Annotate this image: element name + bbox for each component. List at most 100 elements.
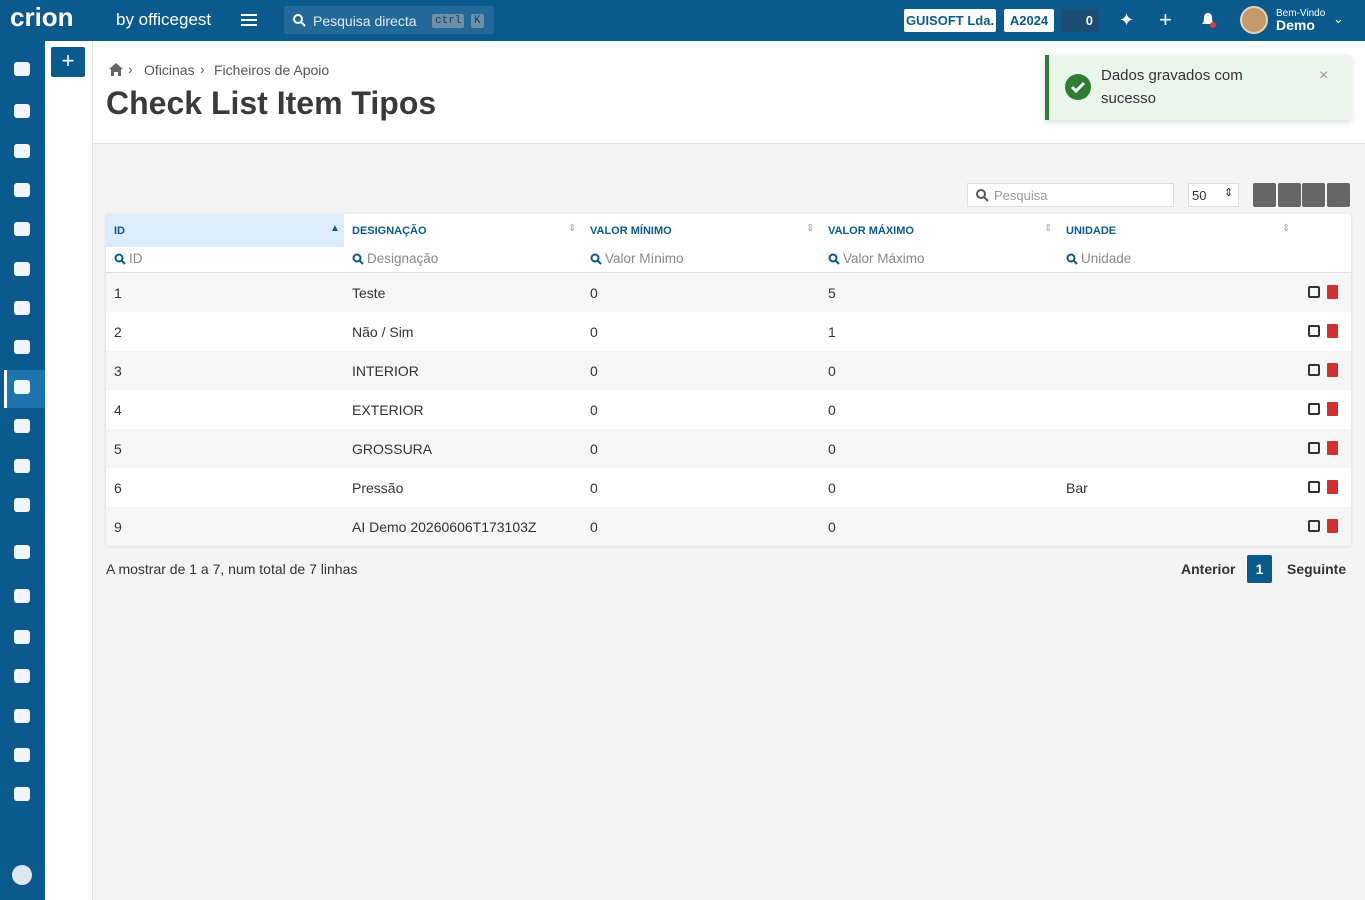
page-size[interactable]: 50 ⇕ — [1188, 183, 1239, 207]
delete-button[interactable] — [1327, 285, 1338, 299]
table-cell: 3 — [114, 363, 122, 379]
ai-button[interactable]: ✦ — [1119, 10, 1135, 30]
avatar[interactable] — [1240, 6, 1268, 34]
search-icon — [352, 253, 364, 265]
table-cell: 0 — [828, 519, 836, 535]
nav-icon[interactable] — [14, 459, 30, 473]
filter-placeholder: Designação — [367, 251, 439, 266]
sort-icon[interactable]: ⇕ — [568, 223, 577, 234]
tasks[interactable]: 0 — [1061, 9, 1099, 32]
delete-button[interactable] — [1327, 402, 1338, 416]
column-filter[interactable]: Valor Máximo — [828, 250, 1048, 270]
sorted-header — [106, 214, 344, 247]
breadcrumb[interactable]: Oficinas — [144, 62, 195, 78]
user-name[interactable]: Demo — [1276, 17, 1315, 33]
nav-icon[interactable] — [14, 262, 30, 276]
column-header[interactable]: VALOR MÁXIMO — [828, 225, 914, 237]
table-cell: 6 — [114, 480, 122, 496]
top-bar: crion by officegest Pesquisa directa ctr… — [0, 0, 1365, 41]
table-search[interactable]: Pesquisa — [967, 183, 1174, 207]
nav-icon[interactable] — [14, 104, 30, 118]
nav-icon[interactable] — [14, 709, 30, 723]
edit-button[interactable] — [1308, 481, 1320, 493]
column-header[interactable]: UNIDADE — [1066, 225, 1117, 237]
home-icon[interactable] — [109, 63, 123, 76]
sort-icon[interactable]: ▲ — [330, 223, 340, 234]
prev-page[interactable]: Anterior — [1181, 561, 1236, 577]
edit-button[interactable] — [1308, 364, 1320, 376]
nav-icon[interactable] — [14, 498, 30, 512]
edit-button[interactable] — [1308, 442, 1320, 454]
delete-button[interactable] — [1327, 480, 1338, 494]
nav-icon[interactable] — [14, 589, 30, 603]
table-row: 5 GROSSURA 0 0 — [106, 429, 1351, 468]
nav-icon[interactable] — [14, 787, 30, 801]
notifications[interactable] — [1200, 12, 1216, 28]
filter-placeholder: Valor Mínimo — [605, 251, 684, 266]
table-cell: 1 — [114, 285, 122, 301]
logo-sub: by officegest — [116, 10, 212, 29]
pdf-button[interactable] — [1302, 183, 1325, 207]
nav-icon[interactable] — [14, 301, 30, 315]
nav-icon[interactable] — [14, 419, 30, 433]
table-cell: 0 — [590, 285, 598, 301]
table-cell: 2 — [114, 324, 122, 340]
add-button[interactable]: + — [1159, 7, 1172, 32]
filter-placeholder: ID — [129, 251, 143, 266]
delete-button[interactable] — [1327, 519, 1338, 533]
column-filter[interactable]: Unidade — [1066, 250, 1286, 270]
delete-button[interactable] — [1327, 324, 1338, 338]
user-menu[interactable]: ⌄ — [1333, 11, 1344, 26]
table-cell: 0 — [828, 363, 836, 379]
edit-button[interactable] — [1308, 403, 1320, 415]
global-search[interactable]: Pesquisa directa ctrl K — [284, 6, 494, 34]
year[interactable]: A2024 — [1004, 9, 1054, 32]
excel-button[interactable] — [1278, 183, 1301, 207]
column-filter[interactable]: Designação — [352, 250, 572, 270]
delete-button[interactable] — [1327, 363, 1338, 377]
nav-icon[interactable] — [14, 183, 30, 197]
sort-icon[interactable]: ⇕ — [806, 223, 815, 234]
delete-button[interactable] — [1327, 441, 1338, 455]
nav-icon[interactable] — [14, 340, 30, 354]
new-button[interactable]: + — [51, 47, 85, 77]
nav-icon[interactable] — [14, 222, 30, 236]
table-row: 3 INTERIOR 0 0 — [106, 351, 1351, 390]
breadcrumb[interactable]: Ficheiros de Apoio — [214, 62, 330, 78]
column-filter[interactable]: ID — [114, 250, 334, 270]
company[interactable]: GUISOFT Lda. — [904, 9, 996, 32]
column-header[interactable]: VALOR MÍNIMO — [590, 225, 672, 237]
copy-button[interactable] — [1253, 183, 1276, 207]
menu-toggle[interactable] — [241, 13, 257, 27]
edit-button[interactable] — [1308, 325, 1320, 337]
toast-close[interactable]: × — [1319, 67, 1329, 84]
kbd: ctrl — [432, 14, 465, 28]
nav-icon[interactable] — [14, 545, 30, 559]
logo: crion — [10, 2, 74, 32]
help-logo[interactable] — [12, 865, 32, 885]
current-page[interactable]: 1 — [1247, 555, 1272, 583]
nav-icon[interactable] — [14, 62, 30, 76]
search-placeholder: Pesquisa directa — [313, 13, 417, 29]
search-placeholder: Pesquisa — [994, 188, 1048, 203]
table-row: 6 Pressão 0 0 Bar — [106, 468, 1351, 507]
sort-icon[interactable]: ⇕ — [1282, 223, 1291, 234]
nav-icon[interactable] — [14, 380, 30, 394]
column-header[interactable]: DESIGNAÇÃO — [352, 225, 427, 237]
column-filter[interactable]: Valor Mínimo — [590, 250, 810, 270]
next-page[interactable]: Seguinte — [1287, 561, 1347, 577]
sort-icon[interactable]: ⇕ — [1044, 223, 1053, 234]
edit-button[interactable] — [1308, 286, 1320, 298]
column-header[interactable]: ID — [114, 225, 125, 237]
nav-icon[interactable] — [14, 144, 30, 158]
print-button[interactable] — [1327, 183, 1350, 207]
quick-column: + — [45, 41, 93, 900]
table-cell: 0 — [828, 441, 836, 457]
table-cell: GROSSURA — [352, 441, 433, 457]
nav-icon[interactable] — [14, 669, 30, 683]
edit-button[interactable] — [1308, 520, 1320, 532]
nav-icon[interactable] — [14, 748, 30, 762]
nav-icon[interactable] — [14, 630, 30, 644]
